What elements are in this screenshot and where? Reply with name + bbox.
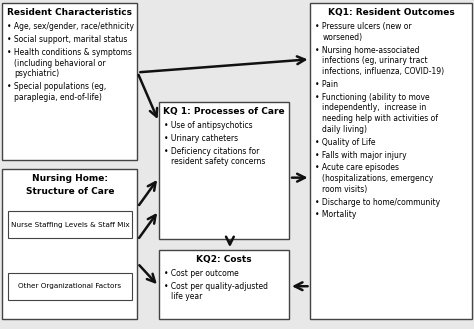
Text: • Quality of Life: • Quality of Life [315,138,376,147]
Text: Nursing Home:: Nursing Home: [32,174,108,183]
Text: • Acute care episodes: • Acute care episodes [315,163,399,172]
Text: • Falls with major injury: • Falls with major injury [315,150,407,160]
Text: resident safety concerns: resident safety concerns [171,157,265,166]
Text: • Age, sex/gender, race/ethnicity: • Age, sex/gender, race/ethnicity [7,22,134,31]
Text: room visits): room visits) [322,185,367,194]
Text: • Special populations (eg,: • Special populations (eg, [7,82,106,91]
Text: • Cost per quality-adjusted: • Cost per quality-adjusted [164,282,267,291]
Text: • Discharge to home/community: • Discharge to home/community [315,198,440,207]
Text: Resident Characteristics: Resident Characteristics [8,8,132,17]
FancyBboxPatch shape [2,169,137,319]
Text: • Social support, marital status: • Social support, marital status [7,35,128,44]
Text: KQ 1: Processes of Care: KQ 1: Processes of Care [163,107,285,115]
Text: • Functioning (ability to move: • Functioning (ability to move [315,93,430,102]
Text: • Mortality: • Mortality [315,211,356,219]
Text: (hospitalizations, emergency: (hospitalizations, emergency [322,174,434,183]
Text: infections (eg, urinary tract: infections (eg, urinary tract [322,56,428,65]
Text: paraplegia, end-of-life): paraplegia, end-of-life) [14,93,102,102]
FancyBboxPatch shape [159,102,289,239]
Text: Structure of Care: Structure of Care [26,187,114,196]
Text: Other Organizational Factors: Other Organizational Factors [18,283,121,289]
Text: independently,  increase in: independently, increase in [322,103,427,113]
Text: worsened): worsened) [322,33,363,42]
Text: Nurse Staffing Levels & Staff Mix: Nurse Staffing Levels & Staff Mix [10,222,129,228]
Text: psychiatric): psychiatric) [14,69,59,78]
Text: KQ2: Costs: KQ2: Costs [196,255,252,264]
Text: life year: life year [171,292,202,301]
FancyBboxPatch shape [310,3,472,319]
Text: daily living): daily living) [322,125,367,134]
Text: • Pressure ulcers (new or: • Pressure ulcers (new or [315,22,412,31]
Text: KQ1: Resident Outcomes: KQ1: Resident Outcomes [328,8,455,17]
Text: • Deficiency citations for: • Deficiency citations for [164,146,259,156]
Text: needing help with activities of: needing help with activities of [322,114,438,123]
Text: • Pain: • Pain [315,80,338,89]
Text: • Nursing home-associated: • Nursing home-associated [315,46,419,55]
Text: • Health conditions & symptoms: • Health conditions & symptoms [7,48,132,57]
FancyBboxPatch shape [8,273,132,300]
FancyBboxPatch shape [159,250,289,319]
Text: • Cost per outcome: • Cost per outcome [164,269,238,278]
FancyBboxPatch shape [2,3,137,160]
Text: • Use of antipsychotics: • Use of antipsychotics [164,121,252,130]
Text: (including behavioral or: (including behavioral or [14,59,106,67]
Text: • Urinary catheters: • Urinary catheters [164,134,237,143]
Text: infections, influenza, COVID-19): infections, influenza, COVID-19) [322,67,445,76]
FancyBboxPatch shape [8,211,132,238]
